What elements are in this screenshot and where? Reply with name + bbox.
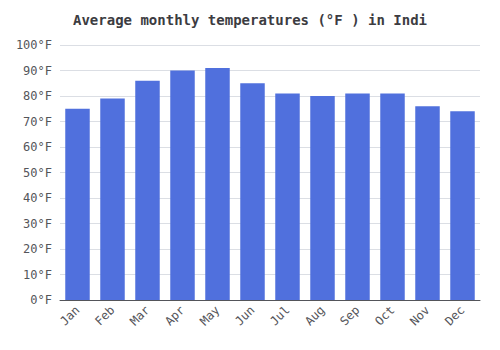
svg-text:90°F: 90°F: [23, 64, 52, 78]
svg-text:Sep: Sep: [337, 303, 362, 328]
svg-text:Dec: Dec: [442, 303, 467, 328]
svg-text:100°F: 100°F: [16, 38, 52, 52]
svg-text:Jan: Jan: [57, 303, 82, 328]
svg-text:Feb: Feb: [92, 303, 117, 328]
svg-text:0°F: 0°F: [30, 293, 52, 307]
svg-text:Aug: Aug: [302, 303, 327, 328]
svg-text:40°F: 40°F: [23, 191, 52, 205]
svg-text:Jun: Jun: [232, 303, 257, 328]
svg-text:30°F: 30°F: [23, 217, 52, 231]
svg-text:20°F: 20°F: [23, 242, 52, 256]
svg-text:Average monthly temperatures (: Average monthly temperatures (°F ) in In…: [73, 12, 427, 28]
svg-text:10°F: 10°F: [23, 268, 52, 282]
svg-text:50°F: 50°F: [23, 166, 52, 180]
svg-text:70°F: 70°F: [23, 115, 52, 129]
svg-text:Nov: Nov: [407, 303, 432, 328]
svg-text:May: May: [197, 303, 222, 328]
svg-text:Apr: Apr: [162, 303, 187, 328]
svg-text:60°F: 60°F: [23, 140, 52, 154]
svg-text:80°F: 80°F: [23, 89, 52, 103]
svg-text:Jul: Jul: [267, 303, 292, 328]
svg-text:Mar: Mar: [127, 303, 152, 328]
svg-text:Oct: Oct: [372, 303, 397, 328]
